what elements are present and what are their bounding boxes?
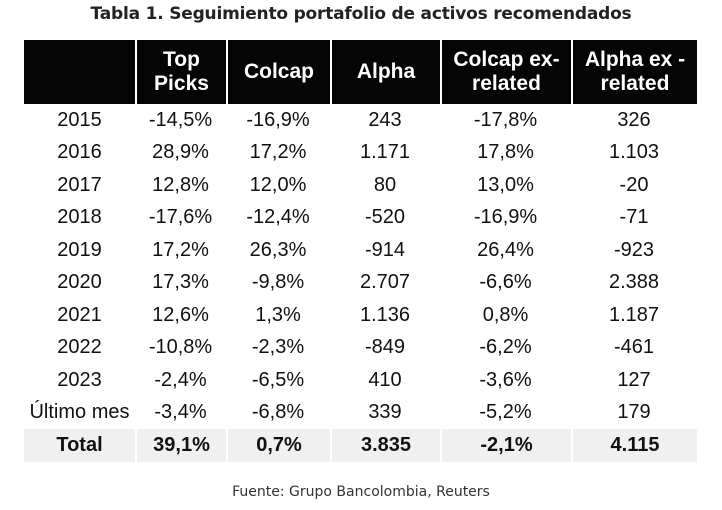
- table-cell: 339: [368, 401, 402, 424]
- table-total-row: Total 39,1% 0,7% 3.835 -2,1% 4.115: [24, 429, 697, 462]
- table-cell: 179: [617, 401, 651, 424]
- table-cell: -914: [364, 238, 406, 261]
- table-header-row: Top Picks Colcap Alpha Colcap ex- relate…: [24, 40, 697, 104]
- table-cell: -2,3%: [251, 336, 305, 359]
- header-cell-alpha: Alpha: [330, 40, 440, 104]
- table-cell: -16,9%: [473, 206, 538, 229]
- table-cell: -6,5%: [251, 368, 305, 391]
- row-label-cell: 2023: [57, 368, 102, 391]
- row-label-cell: 2020: [57, 271, 102, 294]
- header-cell-alpha-ex-related: Alpha ex - related: [571, 40, 697, 104]
- table-cell: -6,8%: [251, 401, 305, 424]
- table-cell: -17,8%: [473, 108, 538, 131]
- table-cell: 1,3%: [255, 303, 301, 326]
- table-cell: 13,0%: [477, 173, 534, 196]
- table-cell: -16,9%: [246, 108, 310, 131]
- table-cell: 0,8%: [482, 303, 529, 326]
- row-label-cell: 2016: [57, 141, 102, 164]
- table-cell: -849: [364, 336, 406, 359]
- table-row: 2018 -17,6% -12,4% -520 -16,9% -71: [24, 202, 697, 235]
- table-row: 2022 -10,8% -2,3% -849 -6,2% -461: [24, 332, 697, 365]
- row-label-cell: 2015: [57, 108, 102, 131]
- table-cell: 1.171: [359, 141, 411, 164]
- table-cell: 326: [617, 108, 651, 131]
- table-cell: 2.388: [608, 271, 660, 294]
- table-cell: -10,8%: [148, 336, 213, 359]
- row-label-cell: 2018: [57, 206, 102, 229]
- total-cell: Total: [24, 429, 135, 462]
- table-row: 2020 17,3% -9,8% 2.707 -6,6% 2.388: [24, 267, 697, 300]
- table-row: 2023 -2,4% -6,5% 410 -3,6% 127: [24, 364, 697, 397]
- header-cell-empty: [24, 40, 135, 104]
- row-label-cell: 2022: [57, 336, 102, 359]
- table-cell: 80: [373, 173, 397, 196]
- row-label-cell: Último mes: [29, 401, 130, 424]
- total-cell: 39,1%: [135, 429, 226, 462]
- table-cell: 1.187: [608, 303, 660, 326]
- table-cell: 26,3%: [249, 238, 307, 261]
- table-cell: 12,8%: [152, 173, 209, 196]
- table-cell: 17,2%: [152, 238, 209, 261]
- table-cell: 127: [617, 368, 651, 391]
- table-row: 2021 12,6% 1,3% 1.136 0,8% 1.187: [24, 299, 697, 332]
- table-row: 2019 17,2% 26,3% -914 26,4% -923: [24, 234, 697, 267]
- table-cell: 17,3%: [152, 271, 209, 294]
- table-cell: 17,8%: [477, 141, 534, 164]
- table-cell: -6,2%: [479, 336, 532, 359]
- table-cell: -520: [364, 206, 406, 229]
- table-cell: -20: [619, 173, 649, 196]
- header-cell-colcap-ex-related: Colcap ex- related: [440, 40, 571, 104]
- table-cell: -12,4%: [246, 206, 310, 229]
- table-cell: 1.136: [359, 303, 411, 326]
- table-cell: -6,6%: [479, 271, 532, 294]
- row-label-cell: 2021: [57, 303, 102, 326]
- table-cell: 243: [368, 108, 402, 131]
- header-cell-colcap: Colcap: [226, 40, 330, 104]
- table-title: Tabla 1. Seguimiento portafolio de activ…: [90, 4, 632, 24]
- table-cell: 2.707: [359, 271, 411, 294]
- table-cell: -3,6%: [479, 368, 532, 391]
- table-cell: 12,6%: [152, 303, 209, 326]
- total-cell: 3.835: [330, 429, 440, 462]
- table-cell: -9,8%: [251, 271, 305, 294]
- table-body: 2015 -14,5% -16,9% 243 -17,8% 326 2016 28,9% 17,…: [24, 104, 697, 429]
- table-cell: -71: [619, 206, 649, 229]
- table-row: 2017 12,8% 12,0% 80 13,0% -20: [24, 169, 697, 202]
- header-cell-top-picks: Top Picks: [135, 40, 226, 104]
- row-label-cell: 2017: [57, 173, 102, 196]
- table-cell: 26,4%: [477, 238, 534, 261]
- portfolio-table: Top Picks Colcap Alpha Colcap ex- relate…: [24, 40, 697, 462]
- source-note: Fuente: Grupo Bancolombia, Reuters: [232, 484, 490, 500]
- table-cell: -2,4%: [154, 368, 207, 391]
- table-cell: 1.103: [608, 141, 660, 164]
- table-row: 2015 -14,5% -16,9% 243 -17,8% 326: [24, 104, 697, 137]
- table-cell: -5,2%: [479, 401, 532, 424]
- row-label-cell: 2019: [57, 238, 102, 261]
- table-cell: -14,5%: [148, 108, 213, 131]
- total-cell: 0,7%: [226, 429, 330, 462]
- total-cell: 4.115: [571, 429, 697, 462]
- table-cell: -3,4%: [154, 401, 207, 424]
- table-cell: -923: [613, 238, 655, 261]
- table-cell: -17,6%: [148, 206, 213, 229]
- total-cell: -2,1%: [440, 429, 571, 462]
- table-row: 2016 28,9% 17,2% 1.171 17,8% 1.103: [24, 137, 697, 170]
- table-cell: 12,0%: [249, 173, 307, 196]
- table-cell: 410: [368, 368, 402, 391]
- table-cell: 28,9%: [152, 141, 209, 164]
- table-cell: 17,2%: [249, 141, 307, 164]
- table-row: Último mes -3,4% -6,8% 339 -5,2% 179: [24, 397, 697, 430]
- table-cell: -461: [613, 336, 655, 359]
